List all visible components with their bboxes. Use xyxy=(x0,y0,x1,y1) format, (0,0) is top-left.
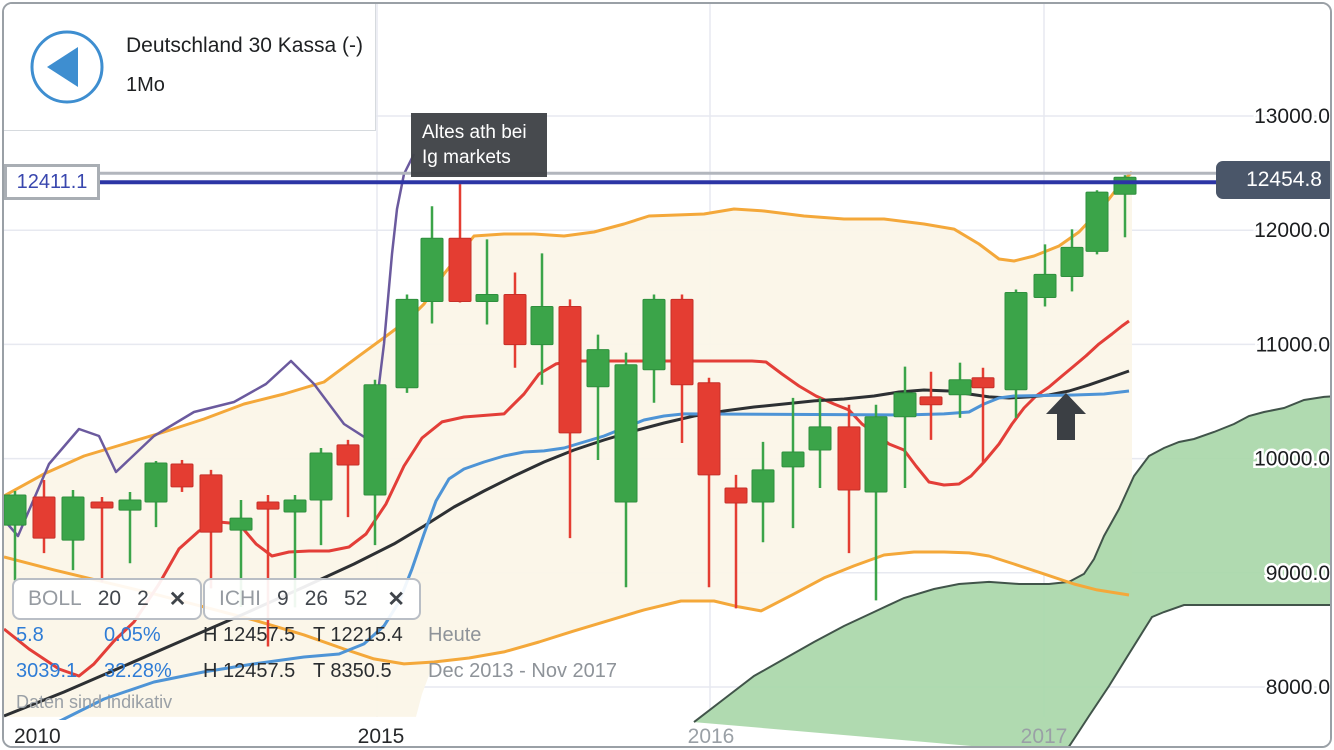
stat-value: T 12215.4 xyxy=(313,624,403,646)
y-axis-label: 8000.0 xyxy=(1266,676,1330,699)
senkou-a-line xyxy=(693,395,1330,723)
indicator-chip-ichi[interactable]: ICHI 9 26 52 ✕ xyxy=(203,578,422,620)
purple-line xyxy=(4,153,416,538)
indicator-param: 26 xyxy=(304,587,329,610)
y-axis-label: 13000.0 xyxy=(1254,105,1330,128)
stat-row-2: 3039.1 32.28% H 12457.5 T 8350.5 Dec 2013 - … xyxy=(4,660,704,684)
candle-body xyxy=(199,474,223,533)
x-axis-label: 2010 xyxy=(14,725,61,748)
candle-body xyxy=(1033,273,1057,298)
x-label-chip xyxy=(8,720,74,746)
candle-body xyxy=(144,462,168,503)
candle-body xyxy=(724,487,748,504)
candle-body xyxy=(864,416,888,493)
y-axis-label: 12000.0 xyxy=(1254,219,1330,242)
candle-body xyxy=(61,496,85,541)
y-axis-label: 11000.0 xyxy=(1256,333,1330,356)
indicator-param: 2 xyxy=(137,587,149,610)
candle-body xyxy=(475,293,499,302)
candle-body xyxy=(229,517,253,531)
stat-row-1: 5.8 0.05% H 12457.5 T 12215.4 Heute xyxy=(4,624,704,648)
annotation-line2: Ig markets xyxy=(422,147,511,169)
stat-value: 3039.1 xyxy=(16,660,78,682)
stat-value: H 12457.5 xyxy=(203,660,296,682)
candle-body xyxy=(309,452,333,501)
timeframe-label[interactable]: 1Mo xyxy=(126,74,165,96)
x-axis-label: 2016 xyxy=(688,725,735,748)
stat-value: Heute xyxy=(428,624,482,646)
remove-indicator-icon[interactable]: ✕ xyxy=(168,587,187,611)
indicator-name: ICHI xyxy=(219,587,261,610)
candle-body xyxy=(420,237,444,302)
stat-value: T 8350.5 xyxy=(313,660,392,682)
indicator-param: 52 xyxy=(344,587,368,610)
stat-value: 32.28% xyxy=(104,660,172,682)
candle-body xyxy=(837,426,861,491)
back-button[interactable] xyxy=(29,29,105,105)
annotation-tooltip: Altes ath bei Ig markets xyxy=(411,113,547,178)
indicator-param: 9 xyxy=(277,587,289,610)
candle-body xyxy=(697,382,721,476)
candle-body xyxy=(32,496,56,539)
current-price-label: 12454.8 xyxy=(1216,161,1330,199)
indicator-param: 20 xyxy=(97,587,122,610)
candle-body xyxy=(118,499,142,511)
candle-body xyxy=(503,293,527,346)
ichimoku-cloud xyxy=(694,396,1330,746)
indicator-chip-boll[interactable]: BOLL 20 2 ✕ xyxy=(12,578,203,620)
candle-body xyxy=(4,494,27,526)
candle-body xyxy=(1113,176,1137,195)
candle-body xyxy=(948,379,972,396)
indicator-name: BOLL xyxy=(28,587,82,610)
bollinger-lower-line xyxy=(4,550,1130,666)
tenkan-blue-line xyxy=(11,389,1130,746)
candle-body xyxy=(1004,291,1028,391)
back-arrow-icon xyxy=(30,30,104,104)
candle-body xyxy=(256,501,280,510)
bollinger-upper-line xyxy=(4,170,1134,498)
x-label-chip xyxy=(348,720,414,746)
candle-body xyxy=(558,305,582,434)
candle-body xyxy=(336,444,360,466)
candle-body xyxy=(530,305,554,346)
candle-body xyxy=(170,463,194,488)
candle-body xyxy=(448,237,472,302)
stat-value: 0.05% xyxy=(104,624,161,646)
stat-value: H 12457.5 xyxy=(203,624,296,646)
candle-body xyxy=(1060,246,1084,277)
y-axis-label: 10000.0 xyxy=(1254,448,1330,471)
disclaimer-note: Daten sind indikativ xyxy=(16,692,173,712)
candle-body xyxy=(586,349,610,388)
candle-body xyxy=(90,501,114,509)
candle-body xyxy=(670,298,694,386)
candle-body xyxy=(893,392,917,418)
annotation-line1: Altes ath bei xyxy=(422,122,527,143)
candle-body xyxy=(614,364,638,503)
candle-body xyxy=(781,451,805,468)
x-axis-label: 2015 xyxy=(358,725,405,748)
candle-body xyxy=(363,384,387,496)
candle-body xyxy=(919,396,943,406)
candle-body xyxy=(751,469,775,503)
stat-value: 5.8 xyxy=(16,624,44,646)
stat-value: Dec 2013 - Nov 2017 xyxy=(428,660,618,682)
candle-body xyxy=(395,298,419,389)
candle-body xyxy=(971,377,995,389)
y-axis-label: 9000.0 xyxy=(1266,562,1330,585)
x-axis-label: 2017 xyxy=(1021,725,1068,748)
remove-indicator-icon[interactable]: ✕ xyxy=(387,587,406,611)
candle-body xyxy=(1085,191,1109,252)
alert-price-label: 12411.1 xyxy=(4,164,100,200)
up-arrow-annotation xyxy=(1046,393,1086,440)
candle-body xyxy=(283,499,307,513)
instrument-title: Deutschland 30 Kassa (-) xyxy=(126,34,363,57)
senkou-b-line xyxy=(1068,604,1330,746)
candle-body xyxy=(808,426,832,451)
chart-header: Deutschland 30 Kassa (-) 1Mo xyxy=(4,4,376,131)
candle-body xyxy=(642,298,666,371)
